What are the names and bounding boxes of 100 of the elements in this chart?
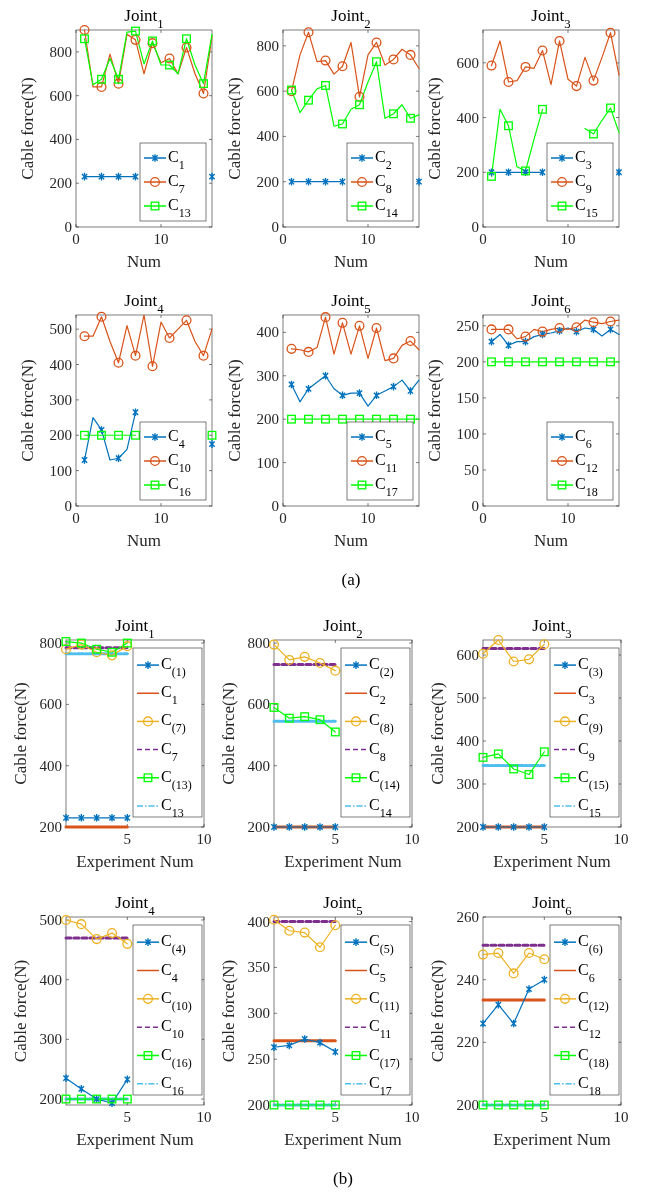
y-tick-label: 300: [39, 1031, 62, 1048]
y-axis-title: Cable force(N): [18, 359, 37, 462]
y-tick-label: 400: [247, 757, 270, 774]
chart-title: Joint$_{2}$: [331, 6, 371, 31]
x-tick-label: 5: [540, 1109, 549, 1125]
x-tick-label: 5: [331, 831, 340, 847]
y-axis-title: Cable force(N): [425, 359, 444, 462]
x-axis-title: Num: [334, 531, 368, 550]
legend-label: C$_{4}$: [168, 427, 185, 451]
legend-label: C$_{(17)}$: [369, 1045, 400, 1070]
legend-label: C$_{(12)}$: [578, 988, 609, 1013]
y-tick-label: 0: [64, 219, 72, 235]
x-tick-label: 5: [331, 1109, 340, 1125]
legend-label: C$_{8}$: [369, 739, 386, 764]
y-tick-label: 200: [456, 164, 479, 181]
x-tick-label: 10: [196, 1109, 212, 1125]
x-tick-label: 5: [123, 831, 132, 847]
legend-label: C$_{(15)}$: [578, 767, 609, 792]
y-tick-label: 400: [256, 324, 279, 341]
y-tick-label: 400: [247, 913, 270, 930]
y-tick-label: 500: [456, 690, 479, 707]
legend-label: C$_{1}$: [161, 683, 178, 708]
legend-label: C$_{17}$: [369, 1073, 392, 1098]
legend-label: C$_{(11)}$: [369, 988, 400, 1013]
chart-title: Joint$_{1}$: [115, 616, 155, 641]
legend-label: C$_{(1)}$: [161, 655, 186, 680]
legend-label: C$_{14}$: [375, 196, 398, 220]
x-axis-title: Num: [334, 252, 368, 271]
legend-label: C$_{12}$: [575, 451, 598, 475]
y-tick-label: 300: [49, 391, 72, 408]
y-tick-label: 100: [456, 425, 479, 442]
y-tick-label: 200: [256, 173, 279, 190]
y-tick-label: 500: [39, 911, 62, 928]
y-tick-label: 300: [456, 776, 479, 793]
y-tick-label: 50: [464, 461, 479, 478]
legend-label: C$_{11}$: [369, 1017, 392, 1042]
y-tick-label: 100: [49, 462, 72, 479]
legend-label: C$_{18}$: [575, 475, 598, 499]
legend-label: C$_{15}$: [575, 196, 598, 220]
x-axis-title: Num: [127, 252, 161, 271]
y-tick-label: 350: [247, 959, 270, 976]
legend-label: C$_{7}$: [161, 739, 178, 764]
y-tick-label: 0: [471, 219, 479, 235]
x-tick-label: 10: [613, 831, 629, 847]
y-tick-label: 200: [247, 1097, 270, 1113]
legend-label: C$_{(10)}$: [161, 988, 192, 1013]
y-tick-label: 250: [456, 317, 479, 334]
chart-title: Joint$_{2}$: [323, 616, 363, 641]
y-axis-title: Cable force(N): [219, 682, 238, 785]
x-axis-title: Experiment Num: [493, 1130, 611, 1149]
legend-label: C$_{15}$: [578, 795, 601, 820]
y-tick-label: 100: [256, 454, 279, 471]
y-tick-label: 400: [39, 971, 62, 988]
legend-label: C$_{(18)}$: [578, 1045, 609, 1070]
y-tick-label: 800: [49, 43, 72, 60]
x-tick-label: 10: [360, 510, 376, 526]
y-tick-label: 200: [49, 427, 72, 444]
legend-label: C$_{9}$: [575, 172, 592, 196]
legend-label: C$_{(3)}$: [578, 655, 603, 680]
chart-title: Joint$_{6}$: [531, 291, 571, 316]
legend-label: C$_{16}$: [161, 1073, 184, 1098]
legend-label: C$_{16}$: [168, 475, 191, 499]
y-tick-label: 250: [247, 1051, 270, 1068]
y-tick-label: 200: [456, 1097, 479, 1113]
legend-label: C$_{8}$: [375, 172, 392, 196]
chart-title: Joint$_{3}$: [532, 616, 572, 641]
legend-label: C$_{(5)}$: [369, 932, 394, 957]
chart-title: Joint$_{1}$: [124, 6, 164, 31]
chart-title: Joint$_{3}$: [531, 6, 571, 31]
legend-label: C$_{(13)}$: [161, 767, 192, 792]
y-axis-title: Cable force(N): [425, 77, 444, 180]
y-tick-label: 400: [456, 733, 479, 750]
x-tick-label: 10: [560, 510, 576, 526]
y-tick-label: 260: [456, 909, 479, 925]
legend-label: C$_{(16)}$: [161, 1045, 192, 1070]
y-axis-title: Cable force(N): [225, 359, 244, 462]
y-tick-label: 400: [256, 128, 279, 145]
legend-label: C$_{17}$: [375, 475, 398, 499]
y-tick-label: 800: [247, 635, 270, 652]
x-tick-label: 10: [404, 831, 420, 847]
legend-label: C$_{14}$: [369, 795, 392, 820]
x-axis-title: Experiment Num: [284, 852, 402, 871]
y-tick-label: 600: [256, 83, 279, 100]
legend-label: C$_{13}$: [168, 196, 191, 220]
legend-label: C$_{6}$: [575, 427, 592, 451]
y-tick-label: 200: [39, 819, 62, 835]
legend-label: C$_{(4)}$: [161, 932, 186, 957]
x-axis-title: Experiment Num: [76, 852, 194, 871]
y-axis-title: Cable force(N): [18, 77, 37, 180]
y-axis-title: Cable force(N): [219, 959, 238, 1063]
x-tick-label: 10: [404, 1109, 420, 1125]
x-axis-title: Num: [534, 252, 568, 271]
y-tick-label: 300: [256, 367, 279, 384]
legend-label: C$_{(6)}$: [578, 932, 603, 957]
legend-label: C$_{10}$: [168, 451, 191, 475]
chart-title: Joint$_{5}$: [331, 291, 371, 316]
x-tick-label: 5: [540, 831, 549, 847]
y-tick-label: 200: [39, 1091, 62, 1108]
y-axis-title: Cable force(N): [428, 959, 447, 1063]
legend-label: C$_{7}$: [168, 172, 185, 196]
